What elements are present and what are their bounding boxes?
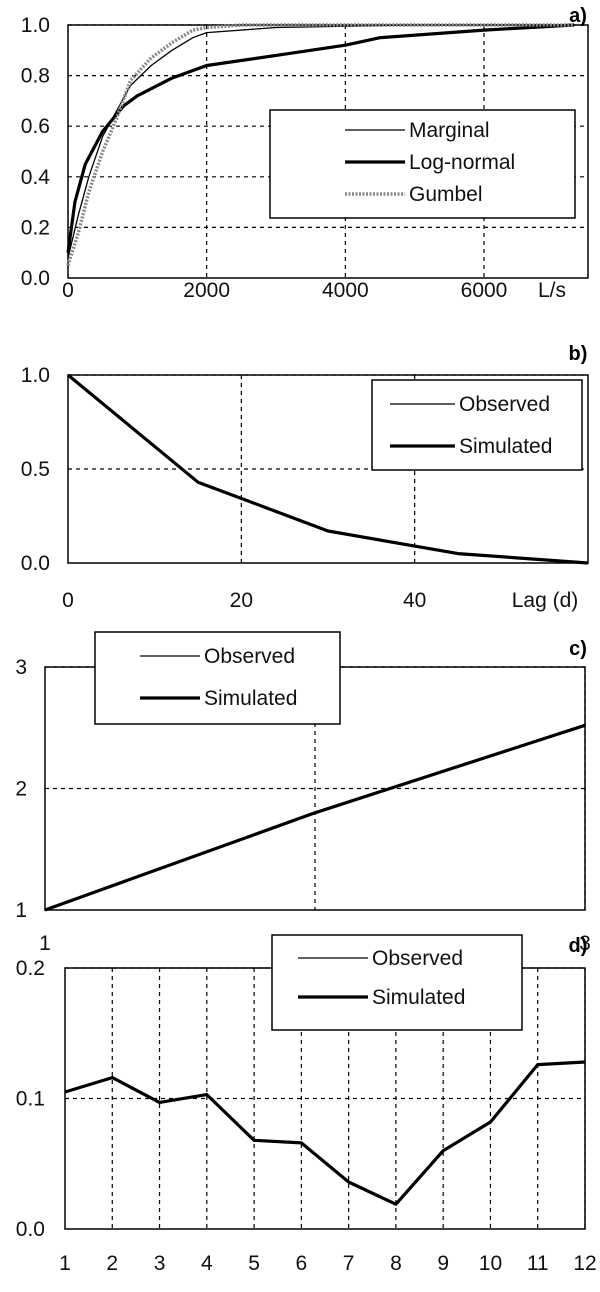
x-tick-label: 4 [201,1252,213,1275]
y-tick-label: 0.6 [21,115,50,138]
x-tick-label: 3 [579,932,591,955]
x-tick-label: 11 [527,1252,549,1275]
x-tick-label: 4000 [322,279,369,302]
legend-box [94,631,341,725]
series-line-simulated [66,373,589,565]
legend-box [269,109,576,219]
y-tick-label: 0.1 [16,1088,45,1111]
legend-label: Simulated [459,435,552,458]
series-line-log-normal [66,23,575,253]
legend-label: Observed [372,947,463,970]
x-tick-label: 40 [403,589,426,612]
series-line-observed [64,1061,586,1205]
x-tick-label: 9 [437,1252,449,1275]
legend: Observed Simulated [371,379,583,471]
y-tick-label: 3 [15,656,27,679]
x-tick-label: 3 [154,1252,166,1275]
legend-label: Observed [459,393,550,416]
x-tick-label: 1 [59,1252,71,1275]
y-tick-label: 1.0 [21,364,50,387]
series-line-simulated [64,1060,586,1206]
series-line-marginal [67,24,575,258]
panel-label: b) [569,343,588,365]
legend-box [371,379,583,471]
x-axis-label: L/s [538,279,566,302]
x-tick-label: 2 [106,1252,118,1275]
x-tick-label: 5 [248,1252,260,1275]
chart-panel-b: 0 20 40 0.0 0.5 1.0 Lag (d) b) Observed Simulated [21,343,589,612]
x-tick-label: 2000 [183,279,230,302]
x-tick-label: 10 [479,1252,502,1275]
chart-panel-d: 1 2 3 4 5 6 7 8 9 10 11 120.00.10.2d)ObservedSimula… [16,934,597,1275]
y-tick-label: 2 [15,778,27,801]
panel-label: c) [569,638,587,660]
legend-box [271,934,523,1031]
x-axis-label: Lag (d) [512,589,579,612]
panel-label: a) [569,5,587,27]
panel-label: d) [569,935,588,957]
plot-frame [67,24,589,279]
legend-label: Simulated [204,687,297,710]
y-tick-label: 1 [15,899,27,922]
plot-frame [67,374,589,564]
legend: Observed Simulated [271,934,523,1031]
y-tick-label: 1.0 [21,14,50,37]
legend-label: Marginal [409,119,490,142]
x-tick-label: 0 [62,279,74,302]
legend-label: Observed [204,645,295,668]
y-tick-label: 0.2 [16,957,45,980]
y-tick-label: 0.0 [21,552,50,575]
series-line-gumbel [66,23,575,266]
legend-label: Gumbel [409,183,483,206]
legend-label: Log-normal [409,151,515,174]
legend-label: Simulated [372,986,465,1009]
x-tick-label: 1 [39,932,51,955]
chart-panel-a: 0 2000 4000 6000 0.0 0.2 0.4 0.6 0.8 1.0 L/s a) Marg… [21,5,589,302]
x-tick-label: 20 [230,589,253,612]
x-tick-label: 6000 [461,279,508,302]
y-tick-label: 0.2 [21,216,50,239]
x-tick-label: 7 [343,1252,355,1275]
x-tick-label: 0 [62,589,74,612]
x-tick-label: 12 [573,1252,596,1275]
y-tick-label: 0.4 [21,166,51,189]
legend: Observed Simulated [94,631,341,725]
x-tick-label: 6 [296,1252,308,1275]
y-tick-label: 0.5 [21,458,50,481]
y-tick-label: 0.0 [21,267,50,290]
x-tick-label: 8 [390,1252,402,1275]
y-tick-label: 0.8 [21,65,50,88]
y-tick-label: 0.0 [16,1218,45,1241]
series-line-simulated [44,723,586,912]
legend: Marginal Log-normal Gumbel [269,109,576,219]
